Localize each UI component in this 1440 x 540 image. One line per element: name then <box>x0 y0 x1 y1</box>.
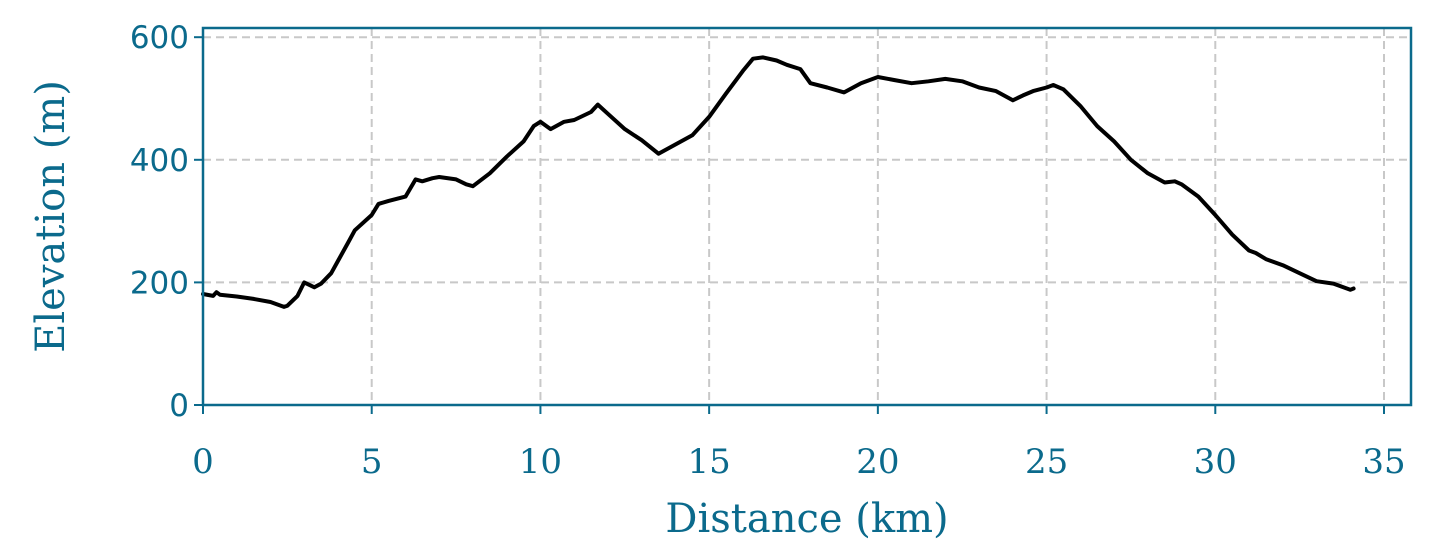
x-tick-label: 10 <box>519 442 562 482</box>
grid-lines <box>202 28 1411 405</box>
y-tick-label: 200 <box>130 265 189 301</box>
y-tick-label: 400 <box>130 143 189 179</box>
tick-labels: 0 5 10 15 20 25 30 35 0 200 400 600 <box>130 20 1406 482</box>
plot-frame <box>201 26 1413 407</box>
y-tick-label: 0 <box>169 388 189 424</box>
y-axis-label: Elevation (m) <box>28 80 74 353</box>
x-tick-label: 0 <box>192 442 214 482</box>
x-tick-label: 5 <box>361 442 383 482</box>
plot-lines <box>201 55 1356 309</box>
x-tick-label: 20 <box>856 442 899 482</box>
y-tick-label: 600 <box>130 20 189 56</box>
x-tick-label: 15 <box>688 442 731 482</box>
x-axis-label: Distance (km) <box>665 496 948 540</box>
axis-ticks <box>194 36 1386 414</box>
x-tick-label: 25 <box>1025 442 1068 482</box>
x-tick-label: 35 <box>1362 442 1405 482</box>
x-tick-label: 30 <box>1194 442 1237 482</box>
elevation-line <box>201 55 1356 309</box>
